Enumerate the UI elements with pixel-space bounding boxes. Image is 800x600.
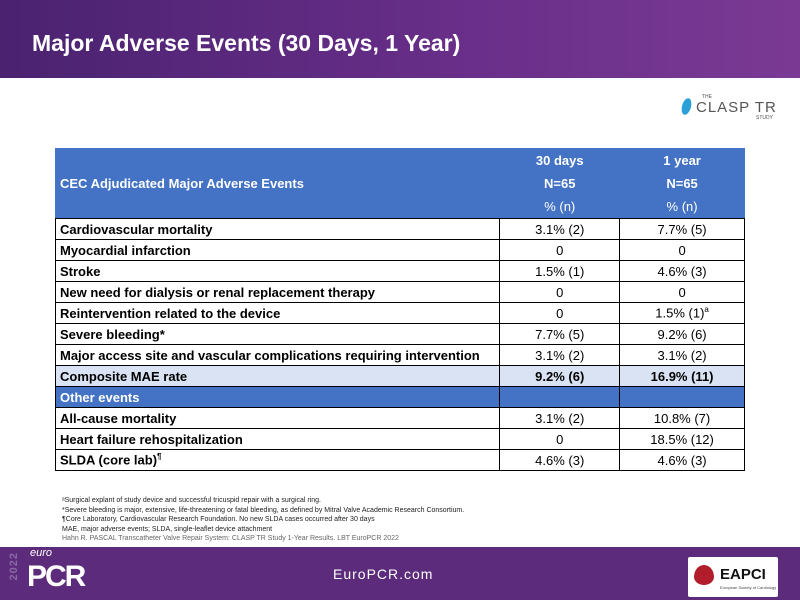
row-label: All-cause mortality xyxy=(54,407,501,429)
table-row: Stroke 1.5% (1) 4.6% (3) xyxy=(54,260,745,282)
value-1-year: 1.5% (1)a xyxy=(619,302,745,324)
heart-icon xyxy=(694,565,714,585)
footnotes: ᵃSurgical explant of study device and su… xyxy=(62,496,464,544)
row-label: SLDA (core lab)¶ xyxy=(54,449,501,471)
footnote: ᵃSurgical explant of study device and su… xyxy=(62,497,322,504)
footnote: *Severe bleeding is major, extensive, li… xyxy=(62,506,465,514)
other-events-header: Other events xyxy=(54,386,745,408)
row-label: Cardiovascular mortality xyxy=(54,218,501,240)
value-30-days: 0 xyxy=(499,302,621,324)
footer: 2022 euro PCR EuroPCR.com EAPCI European… xyxy=(0,547,800,600)
row-label: New need for dialysis or renal replaceme… xyxy=(54,281,501,303)
value-1-year: 3.1% (2) xyxy=(619,344,745,366)
footer-website-link[interactable]: EuroPCR.com xyxy=(333,566,434,582)
row-label: Stroke xyxy=(54,260,501,282)
value-30-days: 0 xyxy=(499,281,621,303)
table-row: Cardiovascular mortality 3.1% (2) 7.7% (… xyxy=(54,218,745,240)
table-row: Myocardial infarction 0 0 xyxy=(54,239,745,261)
value-1-year: 4.6% (3) xyxy=(619,260,745,282)
table-row: SLDA (core lab)¶ 4.6% (3) 4.6% (3) xyxy=(54,449,745,471)
europcr-logo-euro: euro xyxy=(30,547,53,559)
row-label: Major access site and vascular complicat… xyxy=(54,344,501,366)
clasp-tr-logo: THE CLASP TR STUDY xyxy=(679,94,782,122)
value-30-days: 1.5% (1) xyxy=(499,260,621,282)
table-header: CEC Adjudicated Major Adverse Events 30 … xyxy=(54,148,745,219)
value-30-days: 3.1% (2) xyxy=(499,218,621,240)
value-1-year: 16.9% (11) xyxy=(619,365,745,387)
europcr-logo-pcr: PCR xyxy=(27,560,86,593)
table-row: Reintervention related to the device 0 1… xyxy=(54,302,745,324)
title-bar: Major Adverse Events (30 Days, 1 Year) xyxy=(0,0,800,78)
table-row: New need for dialysis or renal replaceme… xyxy=(54,281,745,303)
value-1-year: 9.2% (6) xyxy=(619,323,745,345)
mae-table: CEC Adjudicated Major Adverse Events 30 … xyxy=(54,148,745,471)
value-1-year: 0 xyxy=(619,239,745,261)
value-30-days: 3.1% (2) xyxy=(499,407,621,429)
value-30-days: 3.1% (2) xyxy=(499,344,621,366)
row-label: Composite MAE rate xyxy=(54,365,501,387)
value-30-days: 4.6% (3) xyxy=(499,449,621,471)
table-row: Composite MAE rate 9.2% (6) 16.9% (11) xyxy=(54,365,745,387)
eapci-logo: EAPCI European Society of Cardiology xyxy=(688,557,778,597)
header-30-days: 30 days N=65% (n) xyxy=(499,148,621,219)
value-1-year: 7.7% (5) xyxy=(619,218,745,240)
footnote: MAE, major adverse events; SLDA, single-… xyxy=(62,525,273,533)
logo-the: THE xyxy=(702,94,712,100)
table-row: All-cause mortality 3.1% (2) 10.8% (7) xyxy=(54,407,745,429)
value-1-year: 18.5% (12) xyxy=(619,428,745,450)
value-30-days: 7.7% (5) xyxy=(499,323,621,345)
footnote: ¶Core Laboratory, Cardiovascular Researc… xyxy=(62,516,375,523)
table-row: Major access site and vascular complicat… xyxy=(54,344,745,366)
table-row: Heart failure rehospitalization 0 18.5% … xyxy=(54,428,745,450)
value-30-days: 9.2% (6) xyxy=(499,365,621,387)
citation: Hahn R. PASCAL Transcatheter Valve Repai… xyxy=(62,535,399,542)
logo-name: CLASP TR xyxy=(696,99,777,116)
row-label: Reintervention related to the device xyxy=(54,302,501,324)
leaf-icon xyxy=(679,97,694,116)
value-30-days: 0 xyxy=(499,428,621,450)
footer-year: 2022 xyxy=(8,552,20,581)
table-row: Severe bleeding* 7.7% (5) 9.2% (6) xyxy=(54,323,745,345)
value-1-year: 0 xyxy=(619,281,745,303)
value-30-days: 0 xyxy=(499,239,621,261)
row-label: Myocardial infarction xyxy=(54,239,501,261)
logo-study: STUDY xyxy=(756,115,773,121)
row-label: Heart failure rehospitalization xyxy=(54,428,501,450)
value-1-year: 4.6% (3) xyxy=(619,449,745,471)
value-1-year: 10.8% (7) xyxy=(619,407,745,429)
slide-title: Major Adverse Events (30 Days, 1 Year) xyxy=(32,30,461,56)
row-label: Severe bleeding* xyxy=(54,323,501,345)
header-1-year: 1 year N=65% (n) xyxy=(619,148,745,219)
header-label: CEC Adjudicated Major Adverse Events xyxy=(54,148,501,219)
